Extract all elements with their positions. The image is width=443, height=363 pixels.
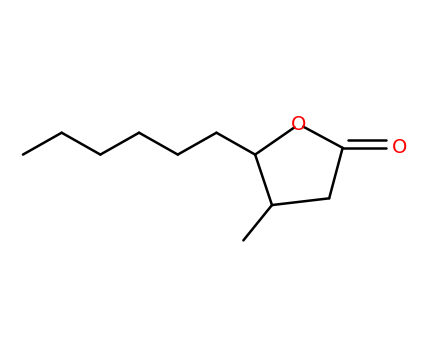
Text: O: O — [392, 138, 408, 157]
Text: O: O — [291, 115, 307, 134]
